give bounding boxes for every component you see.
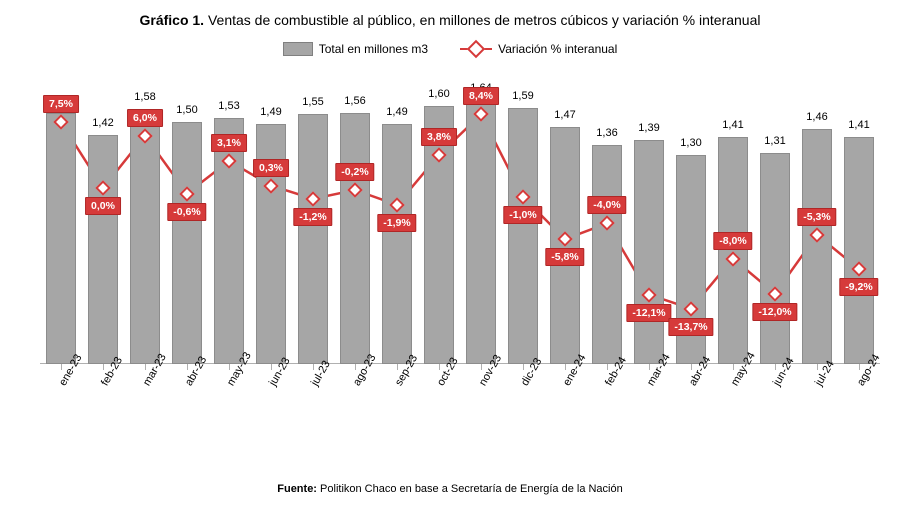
chart-title-rest: Ventas de combustible al público, en mil… bbox=[204, 12, 760, 28]
plot-region: 1,561,421,581,501,531,491,551,561,491,60… bbox=[40, 74, 880, 364]
x-tick bbox=[61, 364, 62, 370]
x-tick bbox=[439, 364, 440, 370]
chart-source: Fuente: Politikon Chaco en base a Secret… bbox=[0, 483, 900, 495]
bar-value-label: 1,59 bbox=[502, 90, 544, 102]
bar-swatch-icon bbox=[283, 42, 313, 56]
legend: Total en millones m3 Variación % interan… bbox=[0, 42, 900, 56]
source-bold: Fuente: bbox=[277, 483, 317, 495]
legend-line-label: Variación % interanual bbox=[498, 42, 617, 56]
line-value-label: -1,2% bbox=[293, 208, 332, 226]
x-tick bbox=[607, 364, 608, 370]
bar-value-label: 1,36 bbox=[586, 127, 628, 139]
line-value-label: -1,9% bbox=[377, 214, 416, 232]
bar-value-label: 1,58 bbox=[124, 91, 166, 103]
bar-value-label: 1,41 bbox=[838, 119, 880, 131]
bar-value-label: 1,49 bbox=[250, 106, 292, 118]
line-value-label: -5,3% bbox=[797, 208, 836, 226]
source-rest: Politikon Chaco en base a Secretaría de … bbox=[317, 483, 623, 495]
x-tick bbox=[733, 364, 734, 370]
line-swatch-icon bbox=[460, 48, 492, 50]
line-value-label: -12,0% bbox=[752, 303, 797, 321]
line-value-label: 6,0% bbox=[127, 109, 163, 127]
chart-title-bold: Gráfico 1. bbox=[139, 12, 204, 28]
x-tick bbox=[775, 364, 776, 370]
legend-bar-label: Total en millones m3 bbox=[319, 42, 428, 56]
bar-value-label: 1,41 bbox=[712, 119, 754, 131]
x-tick bbox=[187, 364, 188, 370]
x-tick bbox=[691, 364, 692, 370]
bar-value-label: 1,42 bbox=[82, 117, 124, 129]
line-value-label: 3,1% bbox=[211, 134, 247, 152]
line-value-label: -5,8% bbox=[545, 248, 584, 266]
x-tick bbox=[649, 364, 650, 370]
bar-value-label: 1,47 bbox=[544, 109, 586, 121]
x-tick bbox=[817, 364, 818, 370]
line-value-label: 3,8% bbox=[421, 128, 457, 146]
line-value-label: 0,3% bbox=[253, 159, 289, 177]
x-tick bbox=[397, 364, 398, 370]
line-value-label: -1,0% bbox=[503, 206, 542, 224]
bar-value-label: 1,60 bbox=[418, 88, 460, 100]
bar-value-label: 1,30 bbox=[670, 137, 712, 149]
x-tick bbox=[355, 364, 356, 370]
line-value-label: -0,2% bbox=[335, 163, 374, 181]
x-tick bbox=[103, 364, 104, 370]
x-tick bbox=[523, 364, 524, 370]
x-tick bbox=[481, 364, 482, 370]
bar-value-label: 1,49 bbox=[376, 106, 418, 118]
legend-bar: Total en millones m3 bbox=[283, 42, 428, 56]
line-value-label: -4,0% bbox=[587, 196, 626, 214]
bar-value-label: 1,53 bbox=[208, 100, 250, 112]
bar-value-label: 1,56 bbox=[334, 95, 376, 107]
line-value-label: 7,5% bbox=[43, 95, 79, 113]
bar-value-label: 1,46 bbox=[796, 111, 838, 123]
x-tick bbox=[313, 364, 314, 370]
x-tick bbox=[565, 364, 566, 370]
chart-area: 1,561,421,581,501,531,491,551,561,491,60… bbox=[20, 74, 880, 434]
line-value-label: -9,2% bbox=[839, 278, 878, 296]
bar-value-label: 1,55 bbox=[292, 96, 334, 108]
bar-value-label: 1,50 bbox=[166, 104, 208, 116]
line-value-label: -12,1% bbox=[626, 304, 671, 322]
legend-line: Variación % interanual bbox=[460, 42, 617, 56]
x-tick bbox=[859, 364, 860, 370]
x-tick bbox=[229, 364, 230, 370]
bar-value-label: 1,39 bbox=[628, 122, 670, 134]
line-value-label: 0,0% bbox=[85, 197, 121, 215]
x-tick bbox=[271, 364, 272, 370]
line-value-label: -8,0% bbox=[713, 232, 752, 250]
bar-value-label: 1,31 bbox=[754, 135, 796, 147]
chart-title: Gráfico 1. Ventas de combustible al públ… bbox=[0, 12, 900, 28]
x-tick bbox=[145, 364, 146, 370]
line-value-label: 8,4% bbox=[463, 87, 499, 105]
line-value-label: -0,6% bbox=[167, 203, 206, 221]
